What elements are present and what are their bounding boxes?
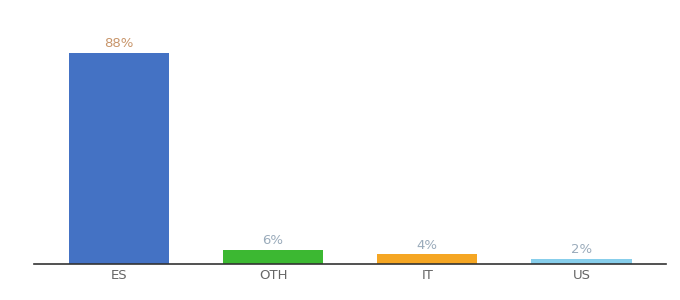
Text: 2%: 2% — [571, 243, 592, 256]
Bar — [377, 254, 477, 264]
Text: 4%: 4% — [417, 238, 438, 251]
Text: 6%: 6% — [262, 234, 284, 247]
Bar — [223, 250, 323, 264]
Bar — [532, 259, 632, 264]
Text: 88%: 88% — [104, 37, 133, 50]
Bar — [69, 53, 169, 264]
